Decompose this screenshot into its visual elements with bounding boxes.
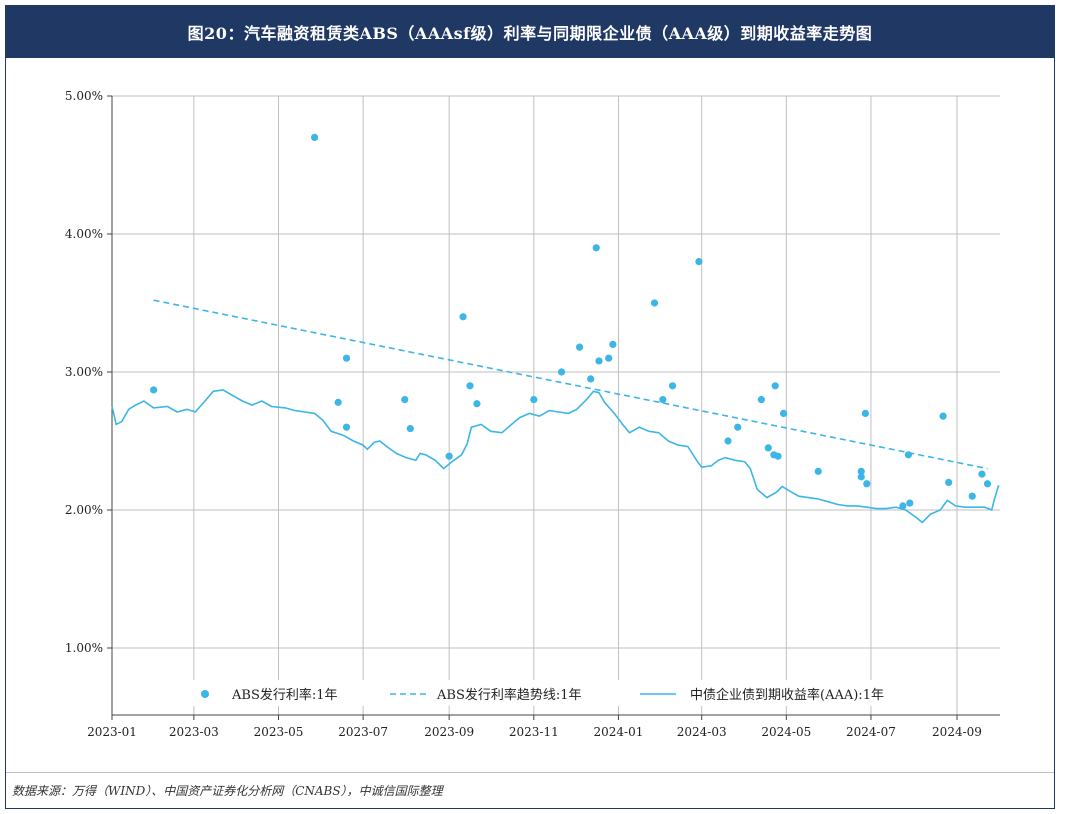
abs-rate-point	[734, 423, 742, 431]
abs-rate-point	[334, 398, 342, 406]
abs-rate-point	[668, 382, 677, 390]
x-tick-label: 2024-03	[677, 725, 727, 739]
y-tick-label: 1.00%	[65, 641, 103, 655]
legend: ABS发行利率:1年 ABS发行利率趋势线:1年 中债企业债到期收益率(AAA):1…	[190, 680, 950, 706]
source-divider	[6, 772, 1054, 773]
abs-rate-point	[459, 313, 467, 321]
x-tick-label: 2023-07	[338, 725, 388, 739]
x-tick-label: 2023-01	[87, 725, 137, 739]
y-tick-label: 3.00%	[65, 365, 103, 379]
abs-rate-point	[557, 368, 566, 376]
data-source-note: 数据来源：万得（WIND）、中国资产证券化分析网（CNABS），中诚信国际整理	[12, 784, 443, 798]
abs-rate-point	[150, 386, 158, 394]
abs-rate-point	[771, 382, 779, 390]
plot-area	[111, 133, 1000, 524]
yield-line	[111, 389, 1000, 524]
abs-rate-point	[899, 502, 907, 510]
chart-frame: 图20：汽车融资租赁类ABS（AAAsf级）利率与同期限企业债（AAA级）到期收…	[5, 5, 1055, 809]
abs-rate-point	[779, 409, 788, 417]
abs-rate-point	[983, 480, 992, 488]
abs-rate-point	[609, 340, 617, 348]
abs-rate-point	[659, 396, 667, 404]
abs-rate-point	[757, 396, 765, 404]
legend-marker-scatter	[201, 690, 209, 698]
abs-rate-point	[939, 412, 947, 420]
axes: 1.00% 2.00% 3.00% 4.00% 5.00% 2023-01 2023-03 2…	[65, 89, 1000, 739]
abs-rate-point	[857, 467, 865, 475]
abs-rate-point	[342, 423, 351, 431]
legend-background	[190, 680, 950, 706]
abs-rate-point	[650, 299, 659, 307]
abs-rate-point	[445, 452, 453, 460]
grid-lines	[111, 95, 1000, 715]
chart-title: 图20：汽车融资租赁类ABS（AAAsf级）利率与同期限企业债（AAA级）到期收…	[6, 6, 1054, 58]
x-tick-label: 2024-05	[761, 725, 811, 739]
abs-rate-point	[764, 444, 772, 452]
abs-rate-point	[857, 473, 865, 481]
legend-label-trend: ABS发行利率趋势线:1年	[436, 687, 582, 703]
abs-rate-point	[945, 478, 953, 486]
y-tick-label: 2.00%	[65, 503, 103, 517]
abs-rate-point	[595, 357, 603, 365]
abs-rate-point	[904, 451, 913, 459]
abs-rate-point	[861, 409, 870, 417]
abs-rate-point	[695, 258, 703, 266]
x-tick-label: 2023-11	[509, 725, 559, 739]
abs-rate-point	[406, 424, 414, 433]
y-tick-label: 5.00%	[65, 89, 103, 103]
y-tick-label: 4.00%	[65, 227, 103, 241]
abs-rate-point	[978, 470, 986, 478]
abs-rate-point	[401, 396, 409, 404]
legend-label-scatter: ABS发行利率:1年	[231, 687, 338, 703]
abs-rate-point	[863, 480, 871, 488]
abs-rate-point	[530, 396, 538, 404]
abs-rate-point	[310, 133, 319, 141]
x-tick-label: 2023-09	[424, 725, 474, 739]
abs-rate-point	[774, 452, 782, 460]
x-tick-label: 2024-09	[932, 725, 982, 739]
abs-rate-point	[605, 354, 613, 362]
abs-rate-point	[724, 437, 732, 445]
trend-line	[153, 299, 988, 470]
abs-rate-point	[587, 375, 595, 383]
legend-label-yield: 中债企业债到期收益率(AAA):1年	[690, 687, 884, 703]
abs-rate-point	[342, 354, 351, 362]
abs-rate-point	[814, 467, 822, 475]
x-tick-label: 2023-03	[169, 725, 219, 739]
abs-rate-point	[968, 492, 976, 500]
abs-rate-point	[575, 343, 584, 351]
abs-rate-point	[592, 244, 600, 252]
abs-rate-point	[906, 499, 914, 507]
x-tick-label: 2024-01	[594, 725, 644, 739]
abs-rate-point	[466, 382, 474, 390]
abs-rate-point	[473, 400, 481, 408]
x-tick-label: 2024-07	[846, 725, 896, 739]
x-tick-label: 2023-05	[254, 725, 304, 739]
